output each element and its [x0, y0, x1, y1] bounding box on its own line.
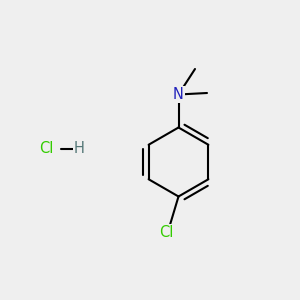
- Text: H: H: [74, 141, 85, 156]
- Text: N: N: [173, 87, 184, 102]
- Text: Cl: Cl: [159, 225, 174, 240]
- Text: Cl: Cl: [39, 141, 54, 156]
